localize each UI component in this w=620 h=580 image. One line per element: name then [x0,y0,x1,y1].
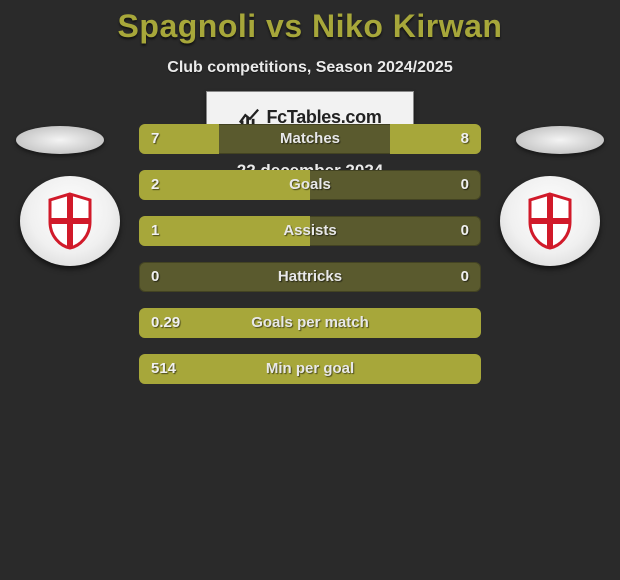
player-slot-left [16,126,104,154]
stats-panel: 7 Matches 8 2 Goals 0 1 Assists 0 0 Hatt… [139,124,481,384]
stat-value-left: 0 [151,262,159,292]
stat-row: 7 Matches 8 [139,124,481,154]
stat-row: 0 Hattricks 0 [139,262,481,292]
page-title: Spagnoli vs Niko Kirwan [0,0,620,45]
bar-left [139,354,481,384]
club-badge-left [20,176,120,266]
player-slot-right [516,126,604,154]
stat-row: 1 Assists 0 [139,216,481,246]
bar-left [139,124,219,154]
stat-value-right: 0 [461,170,469,200]
shield-icon [526,192,574,250]
bar-left [139,170,310,200]
stat-row: 2 Goals 0 [139,170,481,200]
bar-left [139,216,310,246]
stat-label: Hattricks [139,262,481,292]
bar-right [390,124,481,154]
bar-left [139,308,481,338]
club-badge-right [500,176,600,266]
stat-row: 0.29 Goals per match [139,308,481,338]
stat-value-right: 0 [461,262,469,292]
stat-row: 514 Min per goal [139,354,481,384]
shield-icon [46,192,94,250]
page-subtitle: Club competitions, Season 2024/2025 [0,59,620,77]
stat-value-right: 0 [461,216,469,246]
